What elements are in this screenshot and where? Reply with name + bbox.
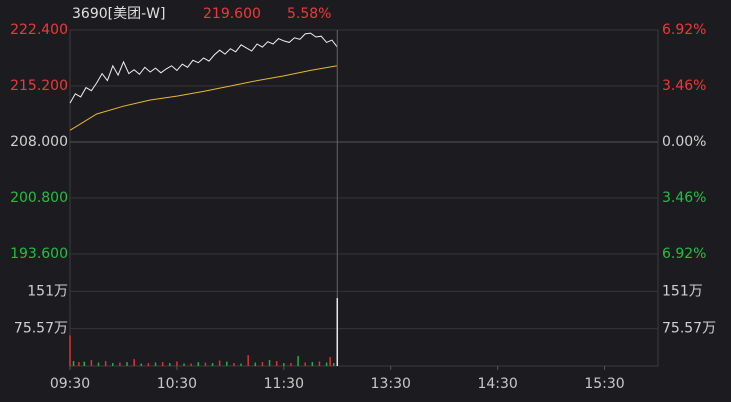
x-tick-label: 13:30 [371, 376, 411, 392]
line-average [69, 65, 338, 131]
stock-code: 3690[美团-W] [72, 6, 165, 22]
y-tick-label: 208.000 [10, 134, 68, 150]
line-price [69, 32, 338, 104]
y-tick-label: 215.200 [10, 78, 68, 94]
x-tick-label: 11:30 [264, 376, 304, 392]
volume-tick-label-right: 75.57万 [662, 321, 716, 337]
change: 5.58% [287, 6, 331, 22]
volume-tick-label-right: 151万 [662, 283, 703, 299]
y2-tick-label: 3.46% [662, 190, 706, 206]
volume-tick-label: 151万 [27, 283, 68, 299]
x-tick-label: 09:30 [50, 376, 90, 392]
x-tick-label: 10:30 [157, 376, 197, 392]
y2-tick-label: 0.00% [662, 134, 706, 150]
y2-tick-label: 3.46% [662, 78, 706, 94]
price: 219.600 [203, 6, 261, 22]
x-tick-label: 14:30 [477, 376, 517, 392]
y-tick-label: 200.800 [10, 190, 68, 206]
y2-tick-label: 6.92% [662, 246, 706, 262]
x-tick-label: 15:30 [584, 376, 624, 392]
volume-tick-label: 75.57万 [14, 321, 68, 337]
y-tick-label: 222.400 [10, 22, 68, 38]
y2-tick-label: 6.92% [662, 22, 706, 38]
y-tick-label: 193.600 [10, 246, 68, 262]
